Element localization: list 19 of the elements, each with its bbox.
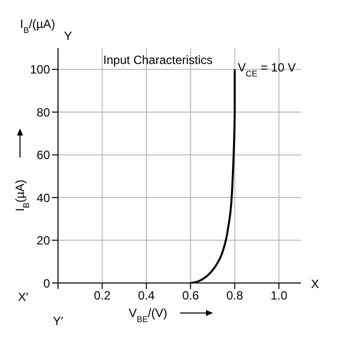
chart-title: Input Characteristics bbox=[103, 53, 213, 67]
y-tick-label: 0 bbox=[43, 276, 50, 290]
text: X bbox=[311, 277, 320, 291]
y-tick-label: 80 bbox=[36, 105, 50, 120]
y-tick-label: 20 bbox=[36, 234, 50, 248]
x-tick-label: 0.4 bbox=[138, 288, 156, 303]
x-tick-label: 0.8 bbox=[226, 288, 244, 303]
x-tick-label: 1.0 bbox=[270, 288, 288, 303]
text: Y′ bbox=[52, 314, 64, 328]
y-tick-label: 40 bbox=[36, 190, 50, 205]
y-tick-label: 60 bbox=[36, 148, 50, 162]
text: Y bbox=[64, 29, 72, 43]
annotation: V$_{CE}$ = 10 V bbox=[238, 60, 296, 78]
x-tick-label: 0.2 bbox=[94, 288, 111, 303]
x-tick-label: 0.6 bbox=[182, 288, 200, 303]
text: I$_{B}$/(µA) bbox=[20, 17, 56, 35]
y-tick-label: 100 bbox=[30, 62, 50, 77]
text: X′ bbox=[18, 290, 30, 304]
x-axis-title: V$_{BE}$/(V) bbox=[128, 306, 168, 324]
